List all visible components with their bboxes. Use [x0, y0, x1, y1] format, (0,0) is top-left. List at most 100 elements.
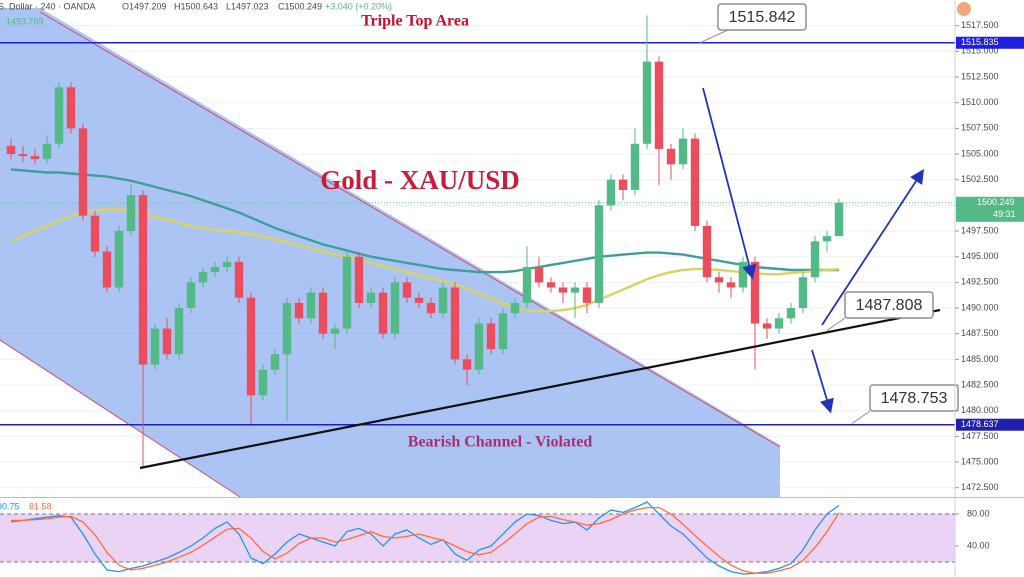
- last-price-box: [956, 196, 1024, 222]
- oscillator: 80.00 40.00 90.75 81.58: [0, 501, 990, 575]
- candle-body: [654, 61, 664, 149]
- callout-label: 1478.753: [881, 390, 948, 407]
- candle-body: [582, 287, 592, 303]
- candle-body: [390, 282, 400, 334]
- candle-body: [702, 225, 712, 278]
- y-tick-label: 1510.000: [961, 97, 999, 107]
- candle-body: [714, 277, 724, 283]
- moving-averages: [10, 168, 840, 313]
- candle-body: [618, 179, 628, 190]
- candle-body: [414, 297, 424, 303]
- candle-body: [486, 323, 496, 350]
- y-tick-label: 80.00: [967, 508, 990, 518]
- y-tick-label: 1512.500: [961, 71, 999, 81]
- level-label-box: [956, 36, 1024, 49]
- candle-body: [186, 282, 196, 309]
- countdown: 49:31: [993, 209, 1016, 219]
- candle-body: [678, 138, 688, 165]
- candle-body: [474, 323, 484, 370]
- level-label: 1515.835: [961, 37, 999, 47]
- candle-body: [534, 266, 544, 283]
- y-tick-label: 1517.500: [961, 20, 999, 30]
- candle-body: [738, 261, 748, 288]
- candle-body: [774, 318, 784, 329]
- candle-body: [822, 236, 832, 242]
- candle-body: [198, 272, 208, 283]
- candle-body: [282, 302, 292, 355]
- oscillator-value: 90.75: [0, 501, 20, 511]
- candles: [6, 15, 844, 468]
- y-tick-label: 1492.500: [961, 277, 999, 287]
- candle-body: [102, 251, 112, 288]
- candle-body: [834, 202, 844, 237]
- stochastic-line: [10, 501, 840, 575]
- candle-body: [306, 292, 316, 319]
- candle-body: [786, 308, 796, 319]
- levels: [0, 42, 955, 426]
- candle-body: [18, 154, 28, 157]
- candle-body: [174, 308, 184, 355]
- y-tick-label: 1480.000: [961, 405, 999, 415]
- price-axis: 1472.500 1475.000 1477.500 1480.000 1482.500…: [955, 20, 1024, 492]
- symbol: S. Dollar · 240 · OANDA: [0, 1, 96, 11]
- candle-body: [498, 313, 508, 350]
- prev-label: 1493.769: [6, 16, 44, 26]
- callout-pointer: [826, 317, 846, 331]
- candle-body: [606, 179, 616, 206]
- y-tick-label: 1502.500: [961, 174, 999, 184]
- annotation: Triple Top Area: [361, 13, 469, 30]
- candle-body: [642, 61, 652, 144]
- ohlc-low: L1497.023: [226, 1, 269, 11]
- y-tick-label: 1487.500: [961, 328, 999, 338]
- candle-body: [138, 195, 148, 365]
- moving-average: [10, 168, 839, 274]
- candle-body: [318, 292, 328, 334]
- ohlc-change: +3.040 (+0.20%): [325, 1, 392, 11]
- level-label: 1478.637: [961, 419, 999, 429]
- candle-body: [510, 302, 520, 314]
- candle-body: [630, 143, 640, 190]
- candle-body: [78, 128, 88, 216]
- candle-body: [402, 282, 412, 298]
- y-tick-label: 1495.000: [961, 251, 999, 261]
- callout-box: [869, 384, 959, 412]
- candle-body: [570, 287, 580, 293]
- y-tick-label: 1507.500: [961, 123, 999, 133]
- candle-body: [330, 328, 340, 334]
- candle-body: [246, 297, 256, 396]
- candle-body: [150, 328, 160, 365]
- y-tick-label: 1485.000: [961, 354, 999, 364]
- y-tick-label: 1475.000: [961, 456, 999, 466]
- candle-body: [270, 354, 280, 370]
- channel-upper: [39, 11, 781, 448]
- ohlc-high: H1500.643: [174, 1, 218, 11]
- candle-body: [42, 143, 52, 160]
- settings-icon[interactable]: [957, 2, 971, 16]
- y-tick-label: 1482.500: [961, 379, 999, 389]
- candle-body: [342, 256, 352, 329]
- candle-body: [666, 148, 676, 165]
- candle-body: [594, 205, 604, 303]
- y-tick-label: 1505.000: [961, 148, 999, 158]
- channel-lower: [0, 339, 241, 498]
- callout-label: 1487.808: [856, 297, 923, 314]
- candle-body: [798, 277, 808, 309]
- ohlc-close: C1500.249: [278, 1, 322, 11]
- candle-body: [558, 287, 568, 293]
- y-tick-label: 1472.500: [961, 482, 999, 492]
- candle-body: [258, 369, 268, 396]
- trendline: [139, 308, 941, 470]
- candle-body: [378, 292, 388, 334]
- last-price-label: 1500.249: [977, 197, 1015, 207]
- y-tick-label: 1477.500: [961, 431, 999, 441]
- callouts: 1515.842 1487.808 1478.753: [699, 3, 959, 424]
- annotation: Bearish Channel - Violated: [408, 434, 593, 451]
- ohlc-open: O1497.209: [122, 1, 167, 11]
- y-tick-label: 40.00: [967, 540, 990, 550]
- callout-pointer: [699, 29, 729, 44]
- candle-body: [522, 266, 532, 303]
- candle-body: [750, 261, 760, 324]
- candle-body: [162, 328, 172, 355]
- chart-title: Gold - XAU/USD: [320, 165, 520, 195]
